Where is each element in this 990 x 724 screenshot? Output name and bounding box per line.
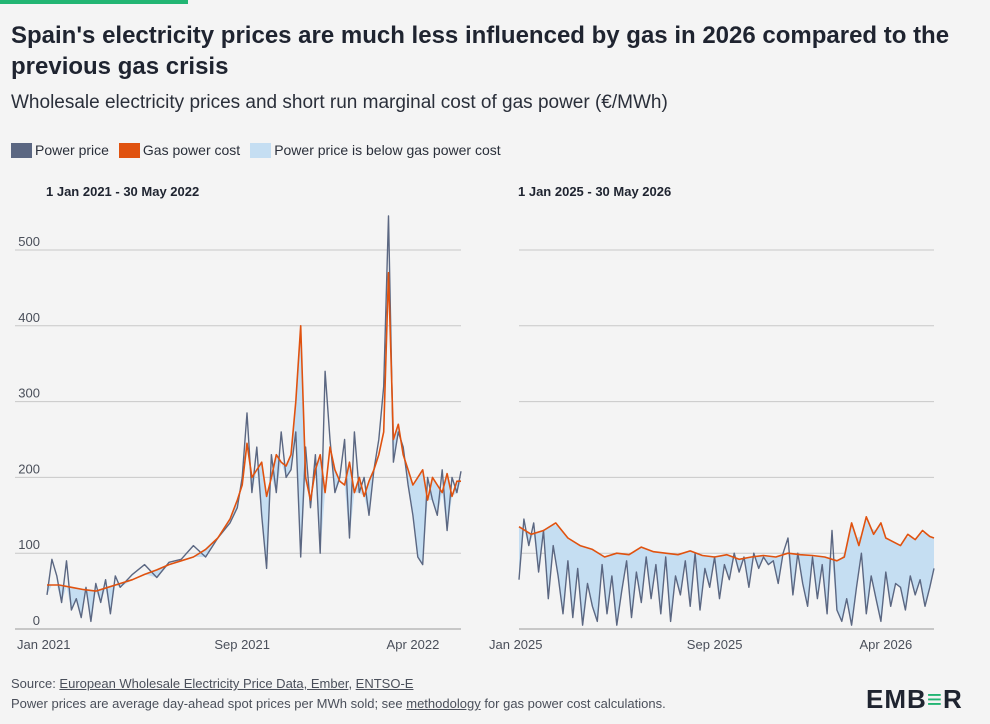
legend-swatch-gas <box>118 142 140 158</box>
y-tick-label: 200 <box>18 461 40 476</box>
x-tick-label: Sep 2025 <box>687 637 743 652</box>
footer-note: Power prices are average day-ahead spot … <box>11 696 666 711</box>
legend-item-gas: Gas power cost <box>118 142 241 158</box>
y-tick-label: 100 <box>18 537 40 552</box>
logo-text-3: R <box>942 684 963 714</box>
gas-power-cost-line-1 <box>518 516 935 562</box>
legend-swatch-below <box>250 142 272 158</box>
x-tick-label: Jan 2025 <box>489 637 543 652</box>
panel-title-2021: 1 Jan 2021 - 30 May 2022 <box>46 184 200 199</box>
chart-subtitle: Wholesale electricity prices and short r… <box>11 92 668 113</box>
ember-logo: EMB≡R <box>866 684 963 715</box>
source-separator: , <box>348 676 356 691</box>
y-tick-label: 0 <box>33 613 40 628</box>
y-tick-label: 400 <box>18 310 40 325</box>
x-tick-label: Sep 2021 <box>214 637 270 652</box>
y-tick-label: 300 <box>18 386 40 401</box>
legend-swatch-power <box>11 142 32 158</box>
gas-power-cost-line-0 <box>47 271 461 592</box>
chart-title: Spain's electricity prices are much less… <box>11 22 950 80</box>
note-prefix: Power prices are average day-ahead spot … <box>11 696 407 711</box>
x-tick-label: Apr 2022 <box>387 637 440 652</box>
logo-text-1: EMB <box>866 684 927 714</box>
source-link-entsoe[interactable]: ENTSO-E <box>355 676 414 691</box>
power-price-line-1 <box>518 518 935 626</box>
panel-title-2025: 1 Jan 2025 - 30 May 2026 <box>518 184 672 199</box>
footer-source: Source: European Wholesale Electricity P… <box>11 676 413 691</box>
x-tick-label: Apr 2026 <box>859 637 912 652</box>
legend-item-below: Power price is below gas power cost <box>250 142 501 158</box>
x-tick-label: Jan 2021 <box>17 637 71 652</box>
source-prefix: Source: <box>11 676 60 691</box>
source-link-ember[interactable]: European Wholesale Electricity Price Dat… <box>59 676 349 691</box>
y-tick-label: 500 <box>18 234 40 249</box>
methodology-link[interactable]: methodology <box>406 696 481 711</box>
top-accent-bar <box>0 0 188 4</box>
logo-text-2: ≡ <box>926 684 943 714</box>
legend-label-below: Power price is below gas power cost <box>274 142 501 158</box>
legend: Power price Gas power cost Power price i… <box>11 142 511 158</box>
legend-label-gas: Gas power cost <box>142 142 241 158</box>
below-gas-area-0 <box>47 272 461 622</box>
legend-label-power: Power price <box>35 142 109 158</box>
power-price-line-0 <box>46 215 462 623</box>
legend-item-power: Power price <box>11 142 109 158</box>
note-suffix: for gas power cost calculations. <box>480 696 666 711</box>
